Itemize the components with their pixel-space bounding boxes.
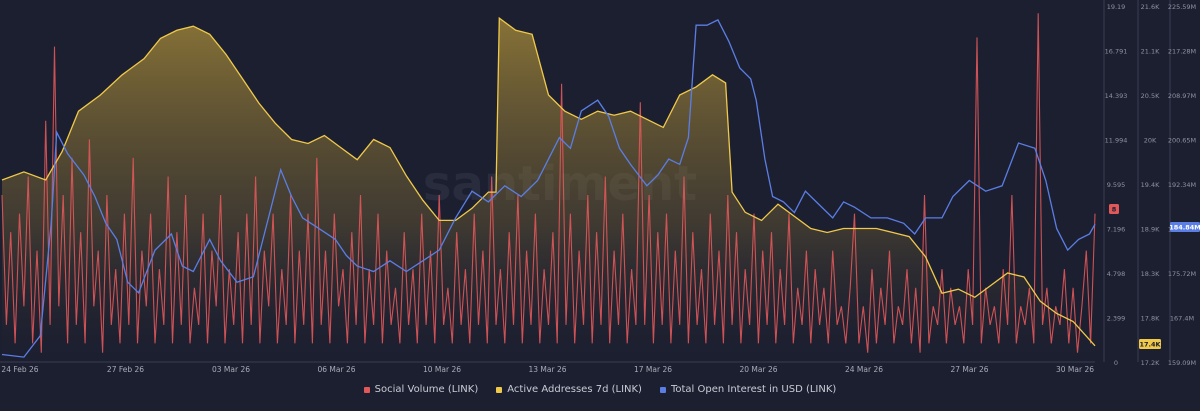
social-volume-tick-label: 16.791 — [1105, 48, 1128, 56]
active-addresses-tick-label: 20.5K — [1141, 92, 1160, 100]
active-addresses-area — [2, 18, 1095, 362]
legend-item[interactable]: Total Open Interest in USD (LINK) — [659, 384, 837, 395]
legend-swatch — [363, 386, 370, 393]
active-addresses-tick-label: 21.6K — [1141, 3, 1160, 11]
social-volume-tick-label: 14.393 — [1105, 92, 1128, 100]
x-tick-label: 17 Mar 26 — [634, 365, 672, 374]
active-addresses-tick-label: 19.4K — [1141, 181, 1160, 189]
x-tick-label: 27 Feb 26 — [107, 365, 144, 374]
chart-legend: Social Volume (LINK) Active Addresses 7d … — [0, 384, 1200, 395]
legend-label: Total Open Interest in USD (LINK) — [670, 384, 837, 395]
active-addresses-tick-label: 21.1K — [1141, 48, 1160, 56]
open_interest-badge-bg — [1170, 222, 1200, 232]
x-tick-label: 30 Mar 26 — [1056, 365, 1094, 374]
social-volume-tick-label: 19.19 — [1107, 3, 1126, 11]
addresses-badge-bg — [1139, 339, 1161, 349]
legend-label: Social Volume (LINK) — [374, 384, 479, 395]
active-addresses-tick-label: 17.2K — [1141, 359, 1160, 367]
x-tick-label: 24 Mar 26 — [845, 365, 883, 374]
active-addresses-tick-label: 18.3K — [1141, 270, 1160, 278]
social-volume-line — [1, 13, 1096, 353]
x-tick-label: 03 Mar 26 — [212, 365, 250, 374]
open-interest-tick-label: 167.4M — [1170, 315, 1194, 323]
open-interest-tick-label: 192.34M — [1168, 181, 1196, 189]
x-tick-label: 10 Mar 26 — [423, 365, 461, 374]
open_interest-current-value-badge: 184.84M — [1169, 222, 1200, 232]
legend-swatch — [496, 386, 503, 393]
social-volume-tick-label: 0 — [1114, 359, 1118, 367]
social-volume-tick-label: 2.399 — [1107, 315, 1126, 323]
active-addresses-tick-label: 18.9K — [1141, 226, 1160, 234]
x-tick-label: 06 Mar 26 — [317, 365, 355, 374]
x-tick-label: 20 Mar 26 — [739, 365, 777, 374]
open-interest-tick-label: 159.09M — [1168, 359, 1196, 367]
legend-label: Active Addresses 7d (LINK) — [507, 384, 642, 395]
open-interest-line — [1, 19, 1096, 358]
social-volume-tick-label: 11.994 — [1105, 137, 1128, 145]
social-volume-tick-label: 7.196 — [1107, 226, 1126, 234]
legend-item[interactable]: Active Addresses 7d (LINK) — [496, 384, 642, 395]
social-badge-bg — [1109, 204, 1119, 214]
active-addresses-tick-label: 17.8K — [1141, 315, 1160, 323]
x-tick-label: 13 Mar 26 — [528, 365, 566, 374]
open-interest-tick-label: 217.28M — [1168, 48, 1196, 56]
x-tick-label: 27 Mar 26 — [950, 365, 988, 374]
legend-swatch — [659, 386, 666, 393]
addresses-current-value: 17.4K — [1139, 341, 1161, 349]
open-interest-tick-label: 225.59M — [1168, 3, 1196, 11]
active-addresses-line — [1, 16, 1096, 347]
active-addresses-tick-label: 20K — [1144, 137, 1157, 145]
social-current-value: 8 — [1112, 206, 1117, 214]
open-interest-tick-label: 175.72M — [1168, 270, 1196, 278]
x-tick-label: 24 Feb 26 — [1, 365, 38, 374]
addresses-current-value-badge: 17.4K — [1139, 339, 1161, 349]
legend-item[interactable]: Social Volume (LINK) — [363, 384, 479, 395]
social-volume-tick-label: 4.798 — [1107, 270, 1126, 278]
open-interest-tick-label: 208.97M — [1168, 92, 1196, 100]
open-interest-tick-label: 200.65M — [1168, 137, 1196, 145]
social-volume-tick-label: 9.595 — [1107, 181, 1126, 189]
open_interest-current-value: 184.84M — [1169, 224, 1200, 232]
social-current-value-badge: 8 — [1109, 204, 1119, 214]
